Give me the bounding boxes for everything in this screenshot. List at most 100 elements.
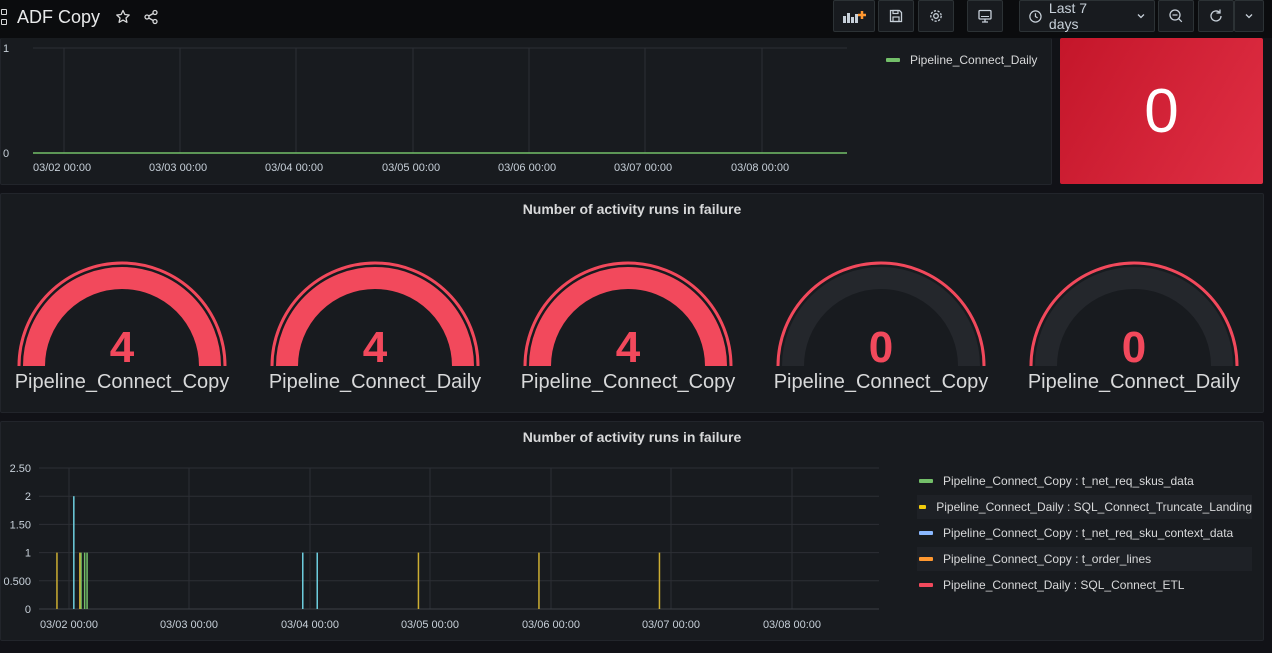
x-tick-label: 03/06 00:00 [498, 162, 556, 174]
gauge-arc [17, 261, 227, 367]
gauge: 4 Pipeline_Connect_Daily [255, 228, 495, 403]
refresh-button[interactable] [1198, 0, 1234, 32]
time-range-picker[interactable]: Last 7 days [1019, 0, 1155, 32]
view-mode-button[interactable] [967, 0, 1003, 32]
gauge-value: 0 [1121, 323, 1147, 372]
gauge: 0 Pipeline_Connect_Daily [1014, 228, 1254, 403]
refresh-icon [1210, 9, 1222, 22]
x-tick-label: 03/07 00:00 [614, 162, 672, 174]
star-icon[interactable] [114, 8, 132, 26]
save-icon [889, 9, 903, 23]
legend-item[interactable]: Pipeline_Connect_Copy : t_net_req_sku_co… [917, 521, 1252, 545]
gauge-value: 0 [868, 323, 894, 372]
stat-value: 0 [1144, 76, 1179, 146]
y-tick-label: 1 [25, 548, 31, 560]
bar-chart[interactable]: 2.50 2 1.50 1 0.500 0 03/02 00:00 03/03 00:00 03… [1, 422, 901, 642]
gauge-value-arc [23, 267, 221, 367]
zoom-out-icon [1169, 9, 1183, 23]
gauge-value-arc [1035, 267, 1233, 367]
x-tick-label: 03/02 00:00 [40, 619, 98, 631]
y-tick-label: 2 [25, 491, 31, 503]
save-dashboard-button[interactable] [878, 0, 914, 32]
y-tick-label: 0.500 [3, 576, 31, 588]
legend-swatch [919, 557, 933, 561]
gauge-arc [523, 261, 733, 367]
time-range-label: Last 7 days [1048, 0, 1088, 32]
gauge: 0 Pipeline_Connect_Copy [761, 228, 1001, 403]
chevron-down-icon [1245, 14, 1253, 19]
y-tick-label: 2.50 [10, 463, 31, 475]
y-tick-label: 0 [3, 148, 9, 160]
gauge-threshold-arc [1029, 261, 1239, 367]
chevron-down-icon [1137, 14, 1145, 19]
top-legend-item[interactable]: Pipeline_Connect_Daily [886, 53, 1037, 67]
gauge-value-arc [529, 267, 727, 367]
x-tick-label: 03/08 00:00 [731, 162, 789, 174]
bar-chart-panel: Number of activity runs in failure 2.50 2… [0, 421, 1264, 641]
gauge-arc [270, 261, 480, 367]
gauge-label: Pipeline_Connect_Daily [1027, 371, 1241, 393]
add-panel-button[interactable] [833, 0, 875, 32]
x-tick-label: 03/05 00:00 [401, 619, 459, 631]
dashboard-grid-icon[interactable] [1, 9, 9, 25]
x-tick-label: 03/07 00:00 [642, 619, 700, 631]
legend-label: Pipeline_Connect_Daily : SQL_Connect_Tru… [936, 500, 1252, 514]
gauge-label: Pipeline_Connect_Copy [520, 371, 736, 393]
x-tick-label: 03/04 00:00 [281, 619, 339, 631]
gauge: 4 Pipeline_Connect_Copy [508, 228, 748, 403]
clock-icon [1029, 9, 1042, 23]
legend-swatch [919, 505, 927, 509]
gauge-threshold-arc [17, 261, 227, 367]
gauge-arc [1029, 261, 1239, 367]
x-tick-label: 03/04 00:00 [265, 162, 323, 174]
legend-item[interactable]: Pipeline_Connect_Copy : t_order_lines [917, 547, 1252, 571]
legend-swatch [886, 58, 900, 62]
gauge-value: 4 [362, 323, 388, 372]
gauge-threshold-arc [776, 261, 986, 367]
legend-swatch [919, 531, 933, 535]
stat-panel: 0 [1060, 38, 1263, 184]
x-tick-label: 03/08 00:00 [763, 619, 821, 631]
legend-item[interactable]: Pipeline_Connect_Copy : t_net_req_skus_d… [917, 469, 1252, 493]
refresh-interval-dropdown[interactable] [1234, 0, 1264, 32]
dashboard-settings-button[interactable] [918, 0, 954, 32]
gauge-value-arc [276, 267, 474, 367]
x-tick-label: 03/03 00:00 [160, 619, 218, 631]
legend-label: Pipeline_Connect_Copy : t_net_req_skus_d… [943, 474, 1194, 488]
gauge-label: Pipeline_Connect_Copy [773, 371, 989, 393]
gauge-label: Pipeline_Connect_Daily [268, 371, 482, 393]
gauge-arc [776, 261, 986, 367]
gauge-value-arc [782, 267, 980, 367]
top-timeseries-panel: 1 0 03/02 00:00 03/03 00:00 03/04 00:00 03/05… [0, 38, 1052, 185]
gauge-panel-title[interactable]: Number of activity runs in failure [522, 201, 742, 217]
legend-swatch [919, 583, 933, 587]
dashboard-title-group: ADF Copy [0, 3, 160, 31]
gauge-value: 4 [109, 323, 135, 372]
legend-label: Pipeline_Connect_Copy : t_net_req_sku_co… [943, 526, 1234, 540]
x-tick-label: 03/02 00:00 [33, 162, 91, 174]
top-timeseries-chart[interactable]: 1 0 03/02 00:00 03/03 00:00 03/04 00:00 03/05… [1, 38, 861, 185]
y-tick-label: 1.50 [10, 519, 31, 531]
y-tick-label: 1 [3, 43, 9, 55]
legend-item[interactable]: Pipeline_Connect_Daily : SQL_Connect_ETL [917, 573, 1252, 597]
top-bar: ADF Copy Last 7 days [0, 0, 1272, 38]
legend-label: Pipeline_Connect_Copy : t_order_lines [943, 552, 1152, 566]
monitor-icon [978, 9, 992, 23]
x-tick-label: 03/06 00:00 [522, 619, 580, 631]
gear-icon [930, 10, 942, 22]
gauge: 4 Pipeline_Connect_Copy [2, 228, 242, 403]
share-icon[interactable] [142, 8, 160, 26]
legend-item[interactable]: Pipeline_Connect_Daily : SQL_Connect_Tru… [917, 495, 1252, 519]
gauge-value: 4 [615, 323, 641, 372]
bar-chart-panel-title[interactable]: Number of activity runs in failure [522, 429, 742, 445]
legend-swatch [919, 479, 933, 483]
add-panel-icon [843, 11, 866, 23]
gauge-threshold-arc [270, 261, 480, 367]
dashboard-title[interactable]: ADF Copy [17, 6, 101, 27]
x-tick-label: 03/05 00:00 [382, 162, 440, 174]
zoom-out-button[interactable] [1158, 0, 1194, 32]
gauge-threshold-arc [523, 261, 733, 367]
gauge-label: Pipeline_Connect_Copy [14, 371, 230, 393]
legend-label: Pipeline_Connect_Daily [910, 53, 1038, 67]
x-tick-label: 03/03 00:00 [149, 162, 207, 174]
